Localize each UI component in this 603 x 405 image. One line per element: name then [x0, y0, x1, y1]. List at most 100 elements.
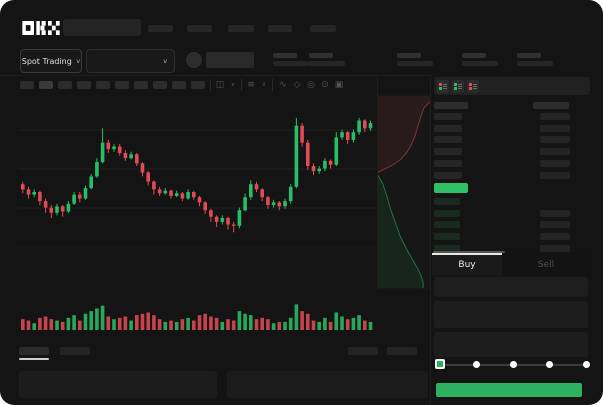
- search-input[interactable]: [63, 19, 141, 36]
- nav-item[interactable]: [148, 25, 173, 32]
- volume-bar: [260, 317, 264, 330]
- volume-bar: [95, 308, 99, 330]
- candle-body: [226, 218, 230, 225]
- candle-body: [340, 132, 344, 138]
- timeframe-button[interactable]: [172, 81, 186, 89]
- candlestick-chart[interactable]: [18, 94, 376, 338]
- last-price-bar[interactable]: [434, 183, 468, 193]
- bid-amount-bar[interactable]: [540, 221, 570, 229]
- nav-item[interactable]: [310, 25, 336, 32]
- candle-body: [169, 190, 173, 196]
- bid-price-bar[interactable]: [434, 221, 460, 229]
- candle-body: [55, 206, 59, 213]
- pair-name-placeholder: [206, 52, 254, 68]
- timeframe-button[interactable]: [153, 81, 167, 89]
- slider-stop-dot[interactable]: [582, 361, 590, 368]
- ask-price-bar[interactable]: [434, 124, 462, 132]
- bid-amount-bar[interactable]: [540, 233, 570, 241]
- candle-body: [283, 201, 287, 207]
- volume-bar: [209, 316, 213, 330]
- ask-amount-bar[interactable]: [540, 148, 570, 156]
- candle-body: [220, 218, 225, 222]
- draw-tool-icon[interactable]: ◇: [293, 80, 301, 90]
- order-amount-field[interactable]: [434, 301, 588, 328]
- pair-dropdown[interactable]: ∨: [86, 49, 175, 73]
- bottom-control[interactable]: [348, 347, 378, 355]
- bid-price-bar[interactable]: [434, 209, 460, 217]
- tab-buy[interactable]: Buy: [432, 253, 502, 275]
- chevron-down-icon[interactable]: ∨: [261, 81, 267, 88]
- nav-item[interactable]: [187, 25, 212, 32]
- candle-body: [163, 190, 168, 194]
- ask-price-bar[interactable]: [434, 148, 462, 156]
- bottom-control[interactable]: [387, 347, 417, 355]
- orderbook-view-combined-icon[interactable]: [437, 80, 449, 93]
- ask-amount-bar[interactable]: [540, 159, 570, 167]
- volume-bar: [266, 319, 270, 330]
- orderbook-view-asks-icon[interactable]: [467, 80, 479, 93]
- chart-type-icon[interactable]: ◫: [215, 80, 225, 90]
- slider-stop-dot[interactable]: [509, 361, 517, 368]
- ask-price-bar[interactable]: [434, 171, 462, 179]
- indicators-icon[interactable]: ≡: [247, 80, 255, 90]
- bid-price-bar[interactable]: [434, 244, 460, 252]
- candle-body: [249, 184, 253, 198]
- bid-price-bar[interactable]: [434, 198, 460, 205]
- bid-amount-bar[interactable]: [540, 209, 570, 217]
- tab-sell[interactable]: Sell: [502, 253, 590, 275]
- fullscreen-icon[interactable]: ▣: [334, 80, 344, 90]
- ask-amount-bar[interactable]: [540, 171, 570, 179]
- bid-price-bar[interactable]: [434, 233, 460, 241]
- timeframe-button[interactable]: [134, 81, 148, 89]
- volume-bar: [328, 321, 333, 330]
- slider-stop-dot[interactable]: [546, 361, 553, 368]
- candle-body: [106, 142, 111, 150]
- candle-body: [66, 203, 71, 212]
- ask-price-bar[interactable]: [434, 159, 462, 167]
- timeframe-button[interactable]: [20, 81, 34, 89]
- market-type-dropdown[interactable]: Spot Trading ∨: [20, 49, 82, 73]
- orderbook-view-bids-icon[interactable]: [452, 80, 464, 93]
- nav-item[interactable]: [268, 25, 292, 32]
- bottom-tab-indicator: [19, 358, 49, 360]
- toolbar-divider: [272, 79, 273, 91]
- candle-body: [117, 146, 122, 153]
- refresh-icon[interactable]: ⊙: [321, 80, 329, 90]
- orderbook-scrollbar[interactable]: [433, 251, 505, 253]
- order-total-field[interactable]: [434, 332, 588, 357]
- camera-icon[interactable]: ◎: [307, 80, 315, 90]
- bid-amount-bar[interactable]: [540, 244, 570, 252]
- bottom-tab[interactable]: [60, 347, 90, 355]
- slider-handle[interactable]: [435, 359, 445, 369]
- timeframe-button-active[interactable]: [39, 81, 53, 89]
- candle-body: [123, 153, 128, 159]
- volume-bar: [203, 313, 207, 330]
- timeframe-button[interactable]: [191, 81, 205, 89]
- ask-price-bar[interactable]: [434, 136, 462, 144]
- ask-amount-bar[interactable]: [540, 136, 570, 144]
- buy-submit-button[interactable]: [436, 383, 582, 397]
- nav-item[interactable]: [228, 25, 254, 32]
- chevron-down-icon[interactable]: ∨: [230, 81, 236, 88]
- candle-body: [271, 202, 276, 205]
- overlay-line-icon[interactable]: ∿: [279, 80, 287, 90]
- ask-price-bar[interactable]: [434, 113, 462, 120]
- timeframe-button[interactable]: [115, 81, 129, 89]
- volume-bar: [340, 316, 344, 330]
- ask-amount-bar[interactable]: [540, 124, 570, 132]
- ticker-stat-label: [462, 53, 486, 58]
- candle-body: [323, 160, 327, 169]
- market-type-label: Spot Trading: [21, 56, 72, 66]
- volume-bar: [169, 320, 173, 330]
- timeframe-button[interactable]: [77, 81, 91, 89]
- candle-body: [306, 142, 310, 166]
- timeframe-button[interactable]: [58, 81, 72, 89]
- timeframe-button[interactable]: [96, 81, 110, 89]
- bottom-tab-active[interactable]: [19, 347, 49, 355]
- slider-stop-dot[interactable]: [473, 361, 480, 368]
- candle-body: [146, 172, 150, 182]
- order-price-field[interactable]: [434, 277, 588, 297]
- ask-amount-bar[interactable]: [540, 113, 570, 120]
